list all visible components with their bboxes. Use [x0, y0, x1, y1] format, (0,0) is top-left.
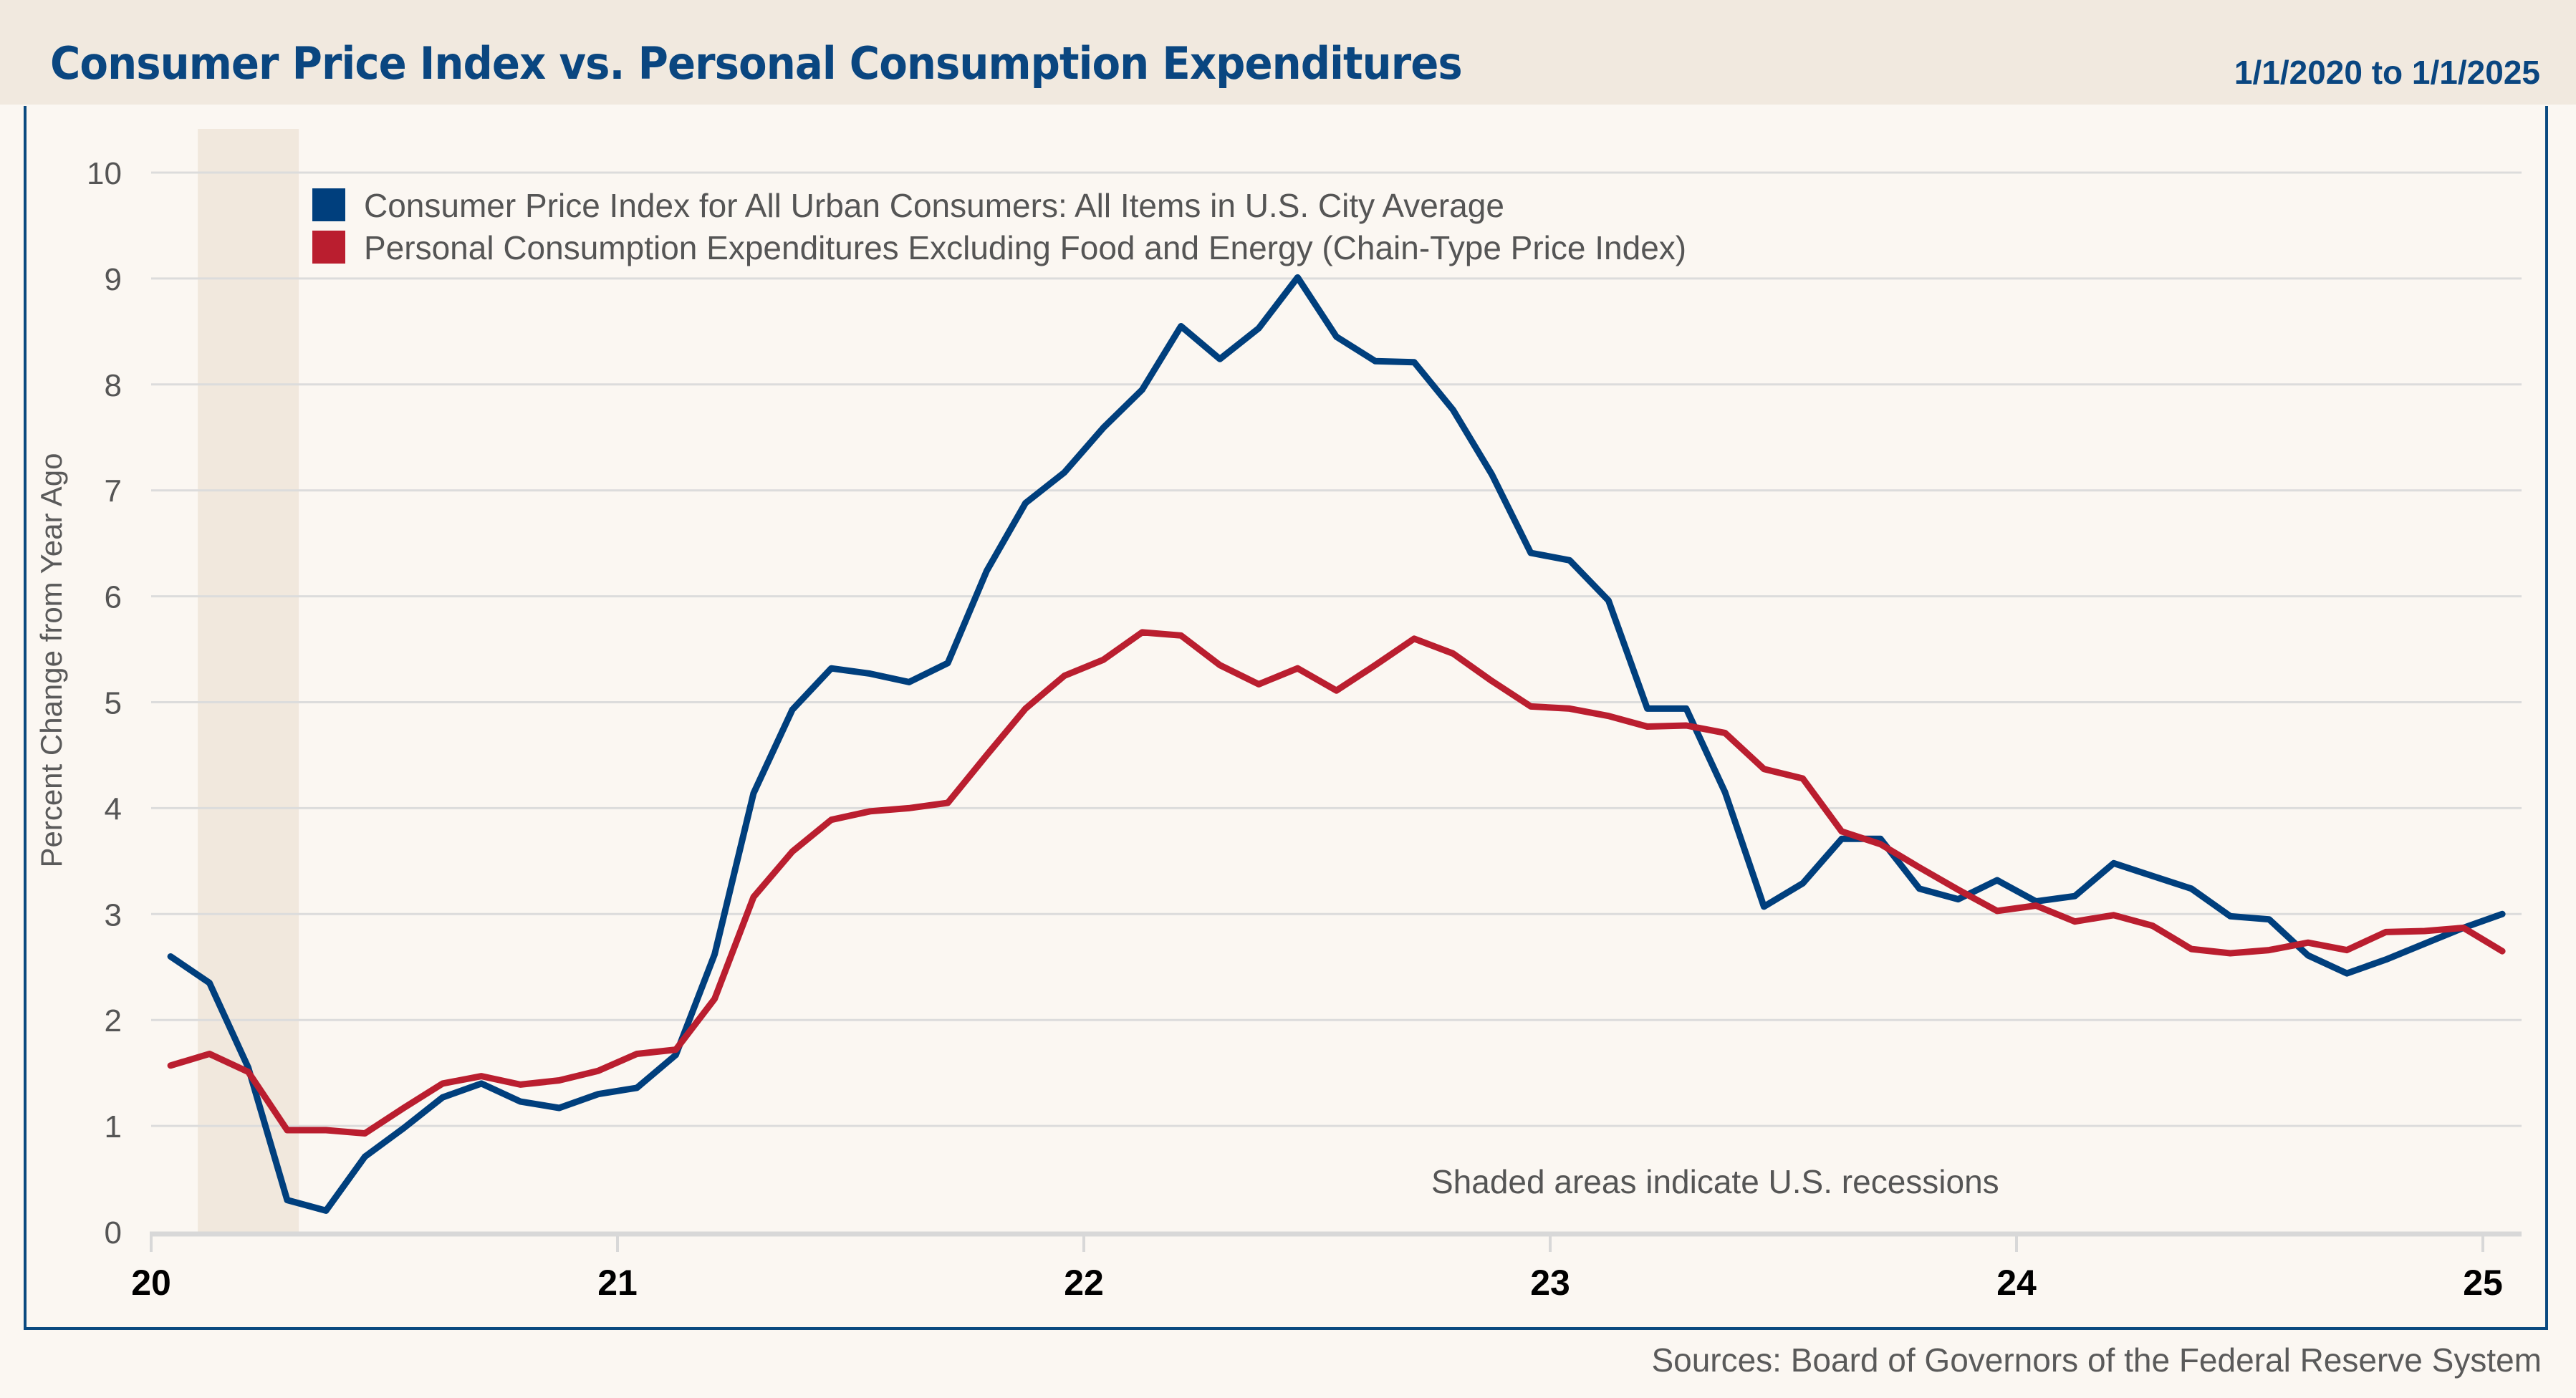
legend-swatch-pce	[312, 231, 345, 264]
pce-series-line	[167, 629, 2506, 1137]
x-tick-label: 20	[131, 1263, 171, 1303]
y-tick-label: 5	[105, 686, 122, 721]
y-tick-label: 4	[105, 791, 122, 826]
legend-label-cpi: Consumer Price Index for All Urban Consu…	[364, 187, 1504, 224]
legend-swatch-cpi	[312, 188, 345, 221]
header-bar: Consumer Price Index vs. Personal Consum…	[0, 0, 2576, 105]
y-tick-label: 2	[105, 1003, 122, 1038]
y-tick-label: 9	[105, 262, 122, 297]
y-tick-label: 3	[105, 897, 122, 932]
chart-title: Consumer Price Index vs. Personal Consum…	[50, 37, 1463, 90]
y-axis-label: Percent Change from Year Ago	[34, 453, 68, 867]
x-tick-label: 21	[597, 1263, 638, 1303]
source-note: Sources: Board of Governors of the Feder…	[1651, 1341, 2542, 1379]
x-tick-label: 22	[1064, 1263, 1104, 1303]
y-tick-label: 6	[105, 580, 122, 615]
x-tick-label: 24	[1996, 1263, 2037, 1303]
legend-label-pce: Personal Consumption Expenditures Exclud…	[364, 229, 1686, 266]
y-tick-label: 8	[105, 368, 122, 403]
x-tick-label: 23	[1530, 1263, 1570, 1303]
y-tick-label: 10	[87, 156, 122, 191]
date-range: 1/1/2020 to 1/1/2025	[2234, 54, 2540, 91]
y-tick-label: 1	[105, 1109, 122, 1144]
recession-annotation: Shaded areas indicate U.S. recessions	[1431, 1163, 1999, 1200]
y-tick-label: 7	[105, 474, 122, 509]
recession-shade	[198, 129, 299, 1232]
y-tick-label: 0	[105, 1215, 122, 1250]
chart-frame	[24, 106, 2548, 1330]
cpi-series-line	[167, 274, 2506, 1214]
x-tick-label: 25	[2463, 1263, 2503, 1303]
